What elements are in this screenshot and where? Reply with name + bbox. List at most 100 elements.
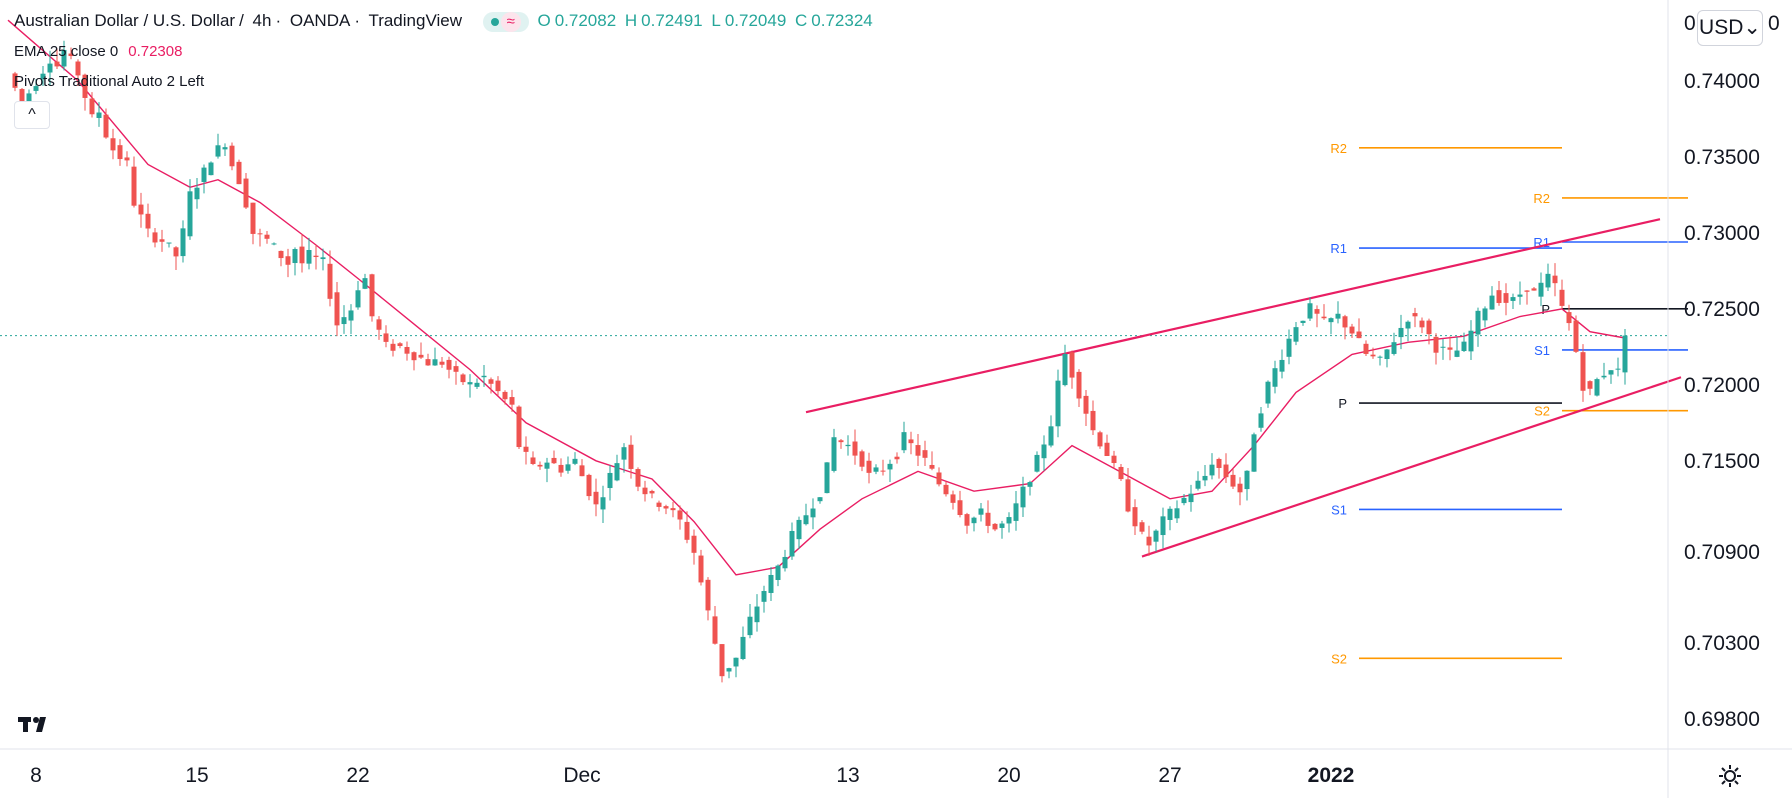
candle (502, 390, 508, 405)
candle (1377, 355, 1383, 366)
currency-select[interactable]: USD⌄ (1697, 10, 1763, 46)
candle-body (824, 462, 830, 494)
candle (12, 71, 18, 92)
candle-body (1104, 442, 1110, 457)
candle-body (859, 451, 865, 467)
candle-body (1482, 308, 1488, 321)
candle-body (894, 456, 900, 460)
candle (201, 164, 207, 194)
candle (1559, 279, 1565, 309)
channel-line-upper (805, 218, 1661, 414)
candle (313, 244, 319, 270)
candle-body (145, 213, 151, 229)
candle (684, 511, 690, 544)
candle-body (383, 333, 389, 342)
candle-body (1293, 327, 1299, 342)
candle (1601, 362, 1607, 380)
candle-body (404, 346, 410, 354)
candle (572, 452, 578, 466)
candle-body (537, 464, 543, 467)
symbol-name[interactable]: Australian Dollar / U.S. Dollar (14, 11, 236, 30)
candle-body (446, 359, 452, 370)
candle (264, 231, 270, 244)
pivot-label-s1: S1 (1534, 343, 1550, 358)
candle-body (1062, 354, 1068, 386)
candle-body (656, 502, 662, 507)
candle (236, 159, 242, 185)
collapse-legend-button[interactable]: ^ (14, 101, 50, 129)
candle-body (236, 161, 242, 185)
candle (936, 467, 942, 487)
candle (1573, 315, 1579, 353)
candle (1041, 435, 1047, 471)
candle-body (775, 565, 781, 580)
pivot-label-p: P (1338, 396, 1347, 411)
candle-body (866, 460, 872, 473)
candle (516, 405, 522, 449)
candle-body (460, 374, 466, 383)
candle-body (1461, 341, 1467, 352)
candle (915, 433, 921, 466)
candle-body (1069, 352, 1075, 378)
candle-body (957, 500, 963, 516)
candle (1475, 307, 1481, 347)
pivot-label-r2: R2 (1330, 141, 1347, 156)
candle (1538, 272, 1544, 307)
candle-body (502, 391, 508, 400)
candle-body (271, 243, 277, 245)
candle (306, 237, 312, 270)
candle-body (418, 354, 424, 358)
candle-body (1041, 444, 1047, 459)
x-tick-label: 8 (30, 764, 42, 787)
candle (1552, 263, 1558, 297)
candle-body (110, 138, 116, 151)
candle-body (1349, 326, 1355, 334)
candle (971, 516, 977, 532)
candle (292, 247, 298, 276)
candle (894, 452, 900, 464)
ohlc-low-label: L (711, 11, 721, 30)
candle-body (649, 490, 655, 494)
candle-body (1447, 347, 1453, 350)
y-tick-label: 0.73500 (1684, 146, 1760, 169)
pivots-indicator-legend[interactable]: Pivots Traditional Auto 2 Left (14, 73, 208, 90)
candle (453, 360, 459, 385)
candle-body (1587, 381, 1593, 389)
candle-body (173, 247, 179, 257)
candle-body (12, 73, 18, 88)
market-status-badge[interactable]: ≈ (482, 11, 529, 32)
candle (558, 458, 564, 477)
candle (1342, 314, 1348, 340)
candle-body (1202, 475, 1208, 481)
candle (1608, 370, 1614, 384)
candle (1349, 323, 1355, 339)
settings-gear-icon[interactable] (1716, 762, 1744, 790)
candle-body (1335, 313, 1341, 319)
candle-body (257, 233, 263, 235)
candle (782, 549, 788, 572)
candle (509, 389, 515, 412)
candle (803, 503, 809, 526)
tradingview-logo-icon[interactable] (16, 712, 56, 738)
candle (565, 456, 571, 474)
candle (1013, 490, 1019, 531)
candle (985, 500, 991, 534)
candle (439, 356, 445, 368)
candle-body (1223, 464, 1229, 478)
candle-body (215, 145, 221, 157)
candle-body (124, 157, 130, 161)
candle (1279, 349, 1285, 379)
candle (1034, 451, 1040, 473)
interval-label[interactable]: 4h (252, 11, 272, 30)
candle-body (131, 166, 137, 206)
ema-indicator-legend[interactable]: EMA 25 close 0 0.72308 (14, 43, 186, 60)
y-tick-label: 0.73000 (1684, 222, 1760, 245)
candle-body (950, 494, 956, 503)
candle (320, 248, 326, 271)
candle (299, 234, 305, 273)
candle-body (1006, 517, 1012, 524)
candle-body (1209, 464, 1215, 476)
candle-body (1433, 336, 1439, 353)
